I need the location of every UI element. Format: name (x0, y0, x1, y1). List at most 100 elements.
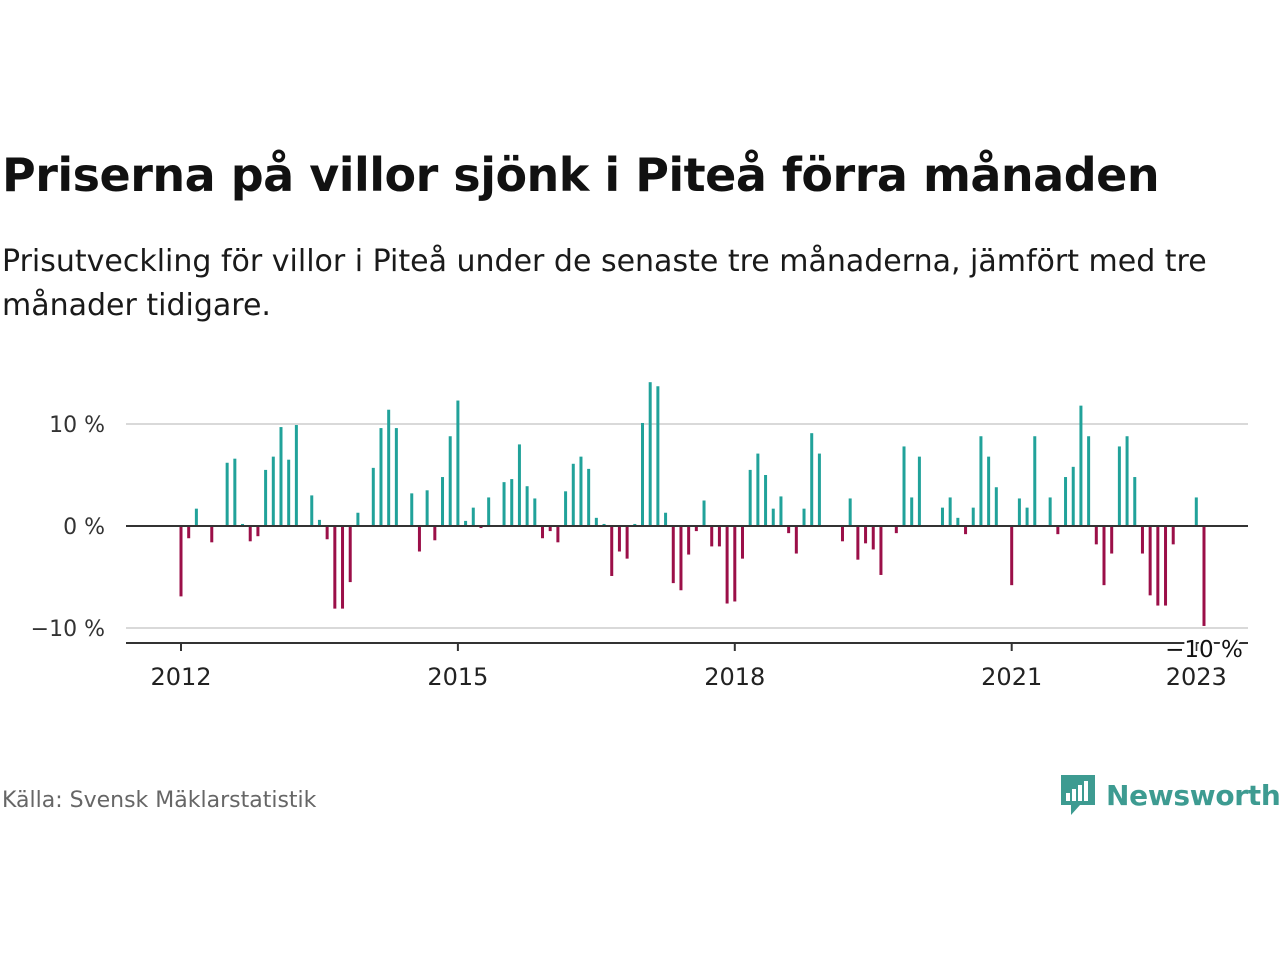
bar (956, 517, 960, 526)
source-note: Källa: Svensk Mäklarstatistik (2, 788, 317, 813)
bar (271, 456, 275, 526)
bar (717, 526, 721, 547)
bar (394, 428, 398, 526)
bar (1071, 466, 1075, 526)
bar (371, 467, 375, 526)
bar (917, 456, 921, 526)
bar (225, 462, 229, 526)
bar (1033, 436, 1037, 526)
bar (710, 526, 714, 547)
bar (564, 491, 568, 526)
bar (1164, 526, 1168, 606)
bar (417, 526, 421, 552)
bar (264, 469, 268, 526)
bar (725, 526, 729, 604)
bar (641, 422, 644, 526)
bar (879, 526, 883, 575)
bar (748, 469, 752, 526)
bar (656, 386, 660, 526)
bar (387, 409, 391, 526)
bar (279, 427, 283, 526)
bar (948, 497, 952, 526)
bars (179, 382, 1206, 626)
x-tick-label: 2018 (704, 663, 765, 691)
bar (317, 519, 321, 526)
bar (487, 497, 491, 526)
bar (840, 526, 844, 542)
bar (940, 507, 944, 526)
bar (1017, 498, 1021, 526)
bar (602, 523, 606, 526)
bar (379, 428, 383, 526)
bar (648, 382, 652, 526)
x-axis: 2012 2015 2018 2021 2023 (126, 642, 1248, 691)
bar (1148, 526, 1152, 596)
bar (633, 523, 637, 526)
x-tick-label: 2023 (1166, 663, 1227, 691)
bar (1202, 526, 1206, 626)
bar (556, 526, 560, 543)
bar (425, 490, 429, 526)
bar (1102, 526, 1106, 586)
bar (502, 482, 506, 526)
x-tick-label: 2015 (427, 663, 488, 691)
bar (902, 446, 906, 526)
bar (702, 500, 706, 526)
bar (1064, 477, 1068, 526)
bar (894, 526, 898, 534)
bar (471, 507, 475, 526)
bar (779, 496, 783, 526)
bar (856, 526, 860, 560)
bar (548, 526, 552, 532)
bar (764, 475, 768, 526)
bar (1087, 436, 1091, 526)
bar (533, 498, 537, 526)
bar (802, 508, 806, 526)
bar (848, 498, 852, 526)
bar (871, 526, 875, 550)
bar (794, 526, 798, 554)
bar (687, 526, 691, 555)
bar (256, 526, 260, 537)
bar (479, 526, 483, 529)
bar (325, 526, 329, 540)
bar (441, 477, 445, 526)
bar (287, 459, 291, 526)
bar (1156, 526, 1160, 606)
bar (1140, 526, 1144, 554)
newsworthy-logo-icon (1061, 775, 1095, 815)
bar (525, 486, 529, 526)
bar (617, 526, 621, 552)
bar (864, 526, 868, 544)
bar (817, 453, 821, 526)
bar (187, 526, 191, 539)
chart-subtitle: Prisutveckling för villor i Piteå under … (2, 244, 1207, 323)
chart-title: Priserna på villor sjönk i Piteå förra m… (2, 148, 1160, 202)
bar (1025, 507, 1029, 526)
gridlines (126, 423, 1248, 629)
bar (448, 436, 452, 526)
bar (1110, 526, 1114, 554)
bar (740, 526, 744, 559)
bar (310, 495, 314, 526)
bar (356, 512, 360, 526)
bar (1079, 405, 1083, 526)
bar (1094, 526, 1098, 545)
bar (994, 487, 998, 526)
bar (248, 526, 252, 542)
bar (464, 520, 468, 526)
bar (810, 433, 814, 526)
bar (910, 497, 914, 526)
bar (587, 468, 591, 526)
bar (333, 526, 337, 609)
bar (771, 508, 775, 526)
bar (517, 444, 521, 526)
bar (694, 526, 698, 532)
bar (210, 526, 214, 543)
y-tick-label: −10 % (31, 617, 105, 642)
bar (1010, 526, 1014, 586)
newsworthy-logo-text: Newsworthy (1106, 778, 1280, 812)
bar (1056, 526, 1060, 535)
newsworthy-logo: Newsworthy (1058, 772, 1280, 818)
last-value-label: −10 % (1165, 637, 1243, 663)
